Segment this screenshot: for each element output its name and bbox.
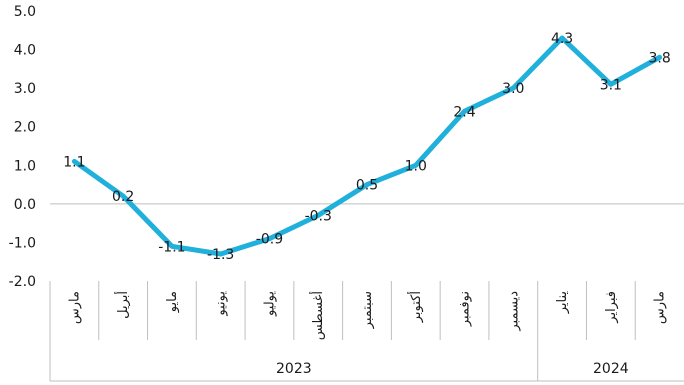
category-label: فبراير [604,291,619,324]
category-label: مارس [67,291,82,324]
category-label: يونيو [214,291,229,317]
category-label: مايو [165,291,180,313]
data-label: 0.5 [356,178,378,194]
year-labels: 2023 2024 [276,361,629,377]
y-tick-label: -2.0 [9,274,36,290]
category-label: ديسمبر [506,291,521,332]
year-label: 2024 [593,361,629,377]
data-label: -0.9 [256,232,283,248]
data-label: -1.1 [158,239,185,255]
data-label: 4.3 [551,31,573,47]
data-label: -1.3 [207,247,234,263]
axes [49,203,684,382]
y-tick-label: 0.0 [14,197,36,213]
data-label: 3.0 [502,81,524,97]
category-label: يوليو [262,291,277,317]
category-label: سبتمبر [360,291,375,329]
data-label: 3.8 [648,50,670,66]
series [71,35,663,257]
category-label: نوفمبر [458,291,473,327]
category-label: يناير [555,291,570,315]
category-label: أغسطس [309,291,326,340]
y-tick-label: 5.0 [14,4,36,20]
data-label: 1.1 [63,154,85,170]
category-label: أبريل [114,291,131,319]
series-line [71,35,663,257]
data-labels: 1.1 0.2 -1.1 -1.3 -0.9 -0.3 0.5 1.0 2.4 3.0 4.3 3.1… [63,31,670,263]
y-tick-label: 4.0 [14,43,36,59]
data-label: 2.4 [453,104,475,120]
y-tick-label: -1.0 [9,235,36,251]
year-label: 2023 [276,361,312,377]
data-label: -0.3 [305,208,332,224]
y-tick-labels: 5.0 4.0 3.0 2.0 1.0 0.0 -1.0 -2.0 [9,4,36,290]
data-label: 3.1 [600,77,622,93]
y-tick-label: 3.0 [14,81,36,97]
category-labels: مارس أبريل مايو يونيو يوليو أغسطس سبتمبر أكتوبر… [67,291,667,341]
y-tick-label: 2.0 [14,120,36,136]
category-label: مارس [653,291,668,324]
data-label: 0.2 [112,189,134,205]
category-label: أكتوبر [407,291,424,323]
data-label: 1.0 [405,158,427,174]
y-tick-label: 1.0 [14,158,36,174]
